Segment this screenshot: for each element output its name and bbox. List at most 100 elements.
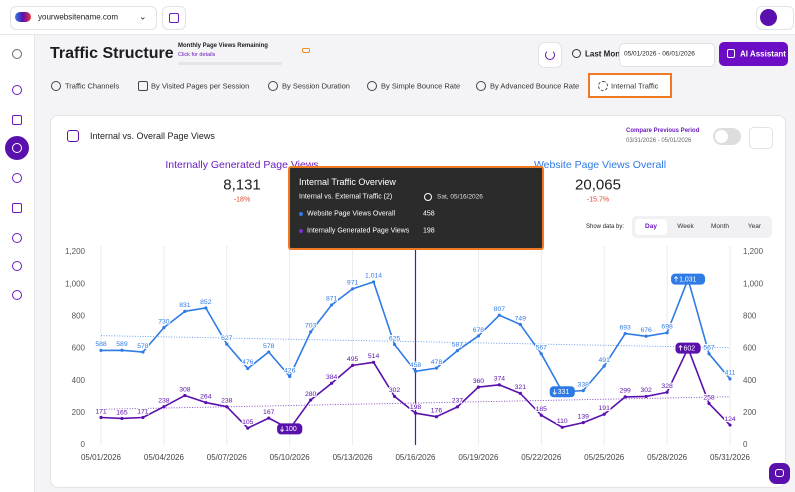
y-tick-label: 1,000 (65, 279, 86, 288)
data-label: 627 (221, 335, 233, 342)
data-point (623, 395, 627, 399)
tab[interactable]: By Advanced Bounce Rate (490, 81, 580, 91)
tab-icon (367, 81, 377, 91)
data-label: 238 (158, 398, 170, 405)
compare-label: Compare Previous Period (626, 128, 700, 134)
stat-value: 20,065 (575, 176, 621, 194)
data-label: 698 (661, 324, 673, 331)
x-tick-label: 05/22/2026 (521, 453, 562, 462)
chart: 0 200 400 600 800 1,000 1,200 0 200 400 600 800 1,00… (65, 168, 764, 462)
data-label: 338 (578, 381, 590, 388)
data-label: 302 (389, 387, 401, 394)
nav-icon[interactable] (12, 49, 22, 59)
data-label: 280 (305, 391, 317, 398)
data-label: 587 (452, 341, 464, 348)
tab[interactable]: Traffic Channels (65, 81, 120, 91)
trend-line (100, 396, 731, 410)
date-range-dropdown[interactable] (619, 43, 715, 67)
data-label: 602 (683, 345, 695, 352)
tab-icon (476, 81, 486, 91)
data-label: 331 (558, 389, 570, 396)
tab[interactable]: By Session Duration (282, 81, 350, 91)
extreme-badge: 1,031 (671, 273, 706, 285)
data-point (246, 426, 250, 430)
y2-tick-label: 0 (743, 440, 748, 449)
nav-icon[interactable] (12, 233, 22, 243)
data-point (309, 398, 313, 402)
nav-icon[interactable] (12, 290, 22, 300)
tooltip-title: Internal Traffic Overview (299, 177, 396, 187)
nav-icon[interactable] (12, 85, 22, 95)
tab[interactable]: By Simple Bounce Rate (381, 81, 461, 91)
data-label: 831 (179, 302, 191, 309)
badge-arrow (678, 345, 683, 351)
x-tick-label: 05/25/2026 (584, 453, 625, 462)
data-point (581, 421, 585, 425)
data-point (434, 415, 439, 419)
nav-icon[interactable] (12, 115, 22, 125)
refresh-button[interactable] (538, 42, 562, 68)
extreme-badge: 331 (549, 386, 575, 398)
badge-box (675, 342, 701, 354)
data-label: 139 (578, 413, 590, 420)
ai-assistant-button[interactable] (719, 42, 788, 66)
badge-box (671, 273, 706, 285)
nav-icon[interactable] (12, 173, 22, 183)
data-label: 299 (619, 388, 631, 395)
y-tick-label: 400 (72, 376, 86, 385)
quota-link[interactable]: Click for details (178, 52, 216, 58)
data-point (665, 331, 669, 335)
date-range: 05/01/2026 - 06/01/2026 (624, 50, 695, 58)
data-point (392, 342, 397, 347)
nav-icon[interactable] (12, 261, 22, 271)
y2-tick-label: 1,200 (743, 247, 764, 256)
tab-icon (598, 81, 608, 91)
open-site-button[interactable] (162, 6, 186, 30)
filter-button[interactable] (749, 127, 773, 149)
data-label: 871 (326, 296, 338, 303)
data-label: 124 (724, 416, 736, 423)
site-selector[interactable] (10, 6, 157, 30)
site-name: yourwebsitename.com (38, 12, 119, 22)
chat-button[interactable] (769, 463, 790, 484)
period-option[interactable]: Day (635, 219, 667, 235)
data-point (644, 334, 648, 338)
data-point (434, 366, 439, 370)
data-point (392, 394, 397, 399)
tab[interactable]: Internal Traffic (611, 81, 659, 91)
data-label: 1,014 (365, 273, 382, 280)
data-point (225, 342, 229, 346)
active-tab[interactable] (588, 73, 672, 98)
data-point (351, 287, 355, 291)
account-menu[interactable] (756, 6, 794, 30)
period-option[interactable]: Month (710, 223, 730, 230)
nav-icon[interactable] (12, 203, 22, 213)
data-point (476, 385, 480, 389)
data-label: 426 (284, 367, 296, 374)
data-point (371, 360, 376, 364)
tab-icon (268, 81, 278, 91)
x-tick-label: 05/10/2026 (270, 453, 311, 462)
x-tick-label: 05/16/2026 (395, 453, 436, 462)
data-point (225, 405, 229, 409)
chevron: ⌄ (139, 11, 147, 22)
period-option[interactable]: Week (677, 223, 694, 230)
card-title: Internal vs. Overall Page Views (90, 131, 215, 141)
data-point (99, 348, 103, 353)
nav-icon-active[interactable] (5, 136, 29, 160)
data-point (413, 369, 418, 373)
compare-toggle[interactable] (713, 128, 741, 145)
data-label: 165 (116, 409, 128, 416)
data-point (267, 416, 271, 420)
data-label: 749 (515, 315, 527, 322)
period-option[interactable]: Year (747, 223, 762, 230)
date-preset[interactable]: Last Month (585, 49, 628, 59)
y2-tick-label: 600 (743, 344, 757, 353)
data-point (246, 366, 250, 371)
data-label: 971 (347, 280, 359, 287)
data-label: 198 (410, 404, 422, 411)
data-point (371, 280, 376, 284)
tab[interactable]: By Visited Pages per Session (151, 81, 250, 91)
data-label: 185 (536, 406, 548, 413)
